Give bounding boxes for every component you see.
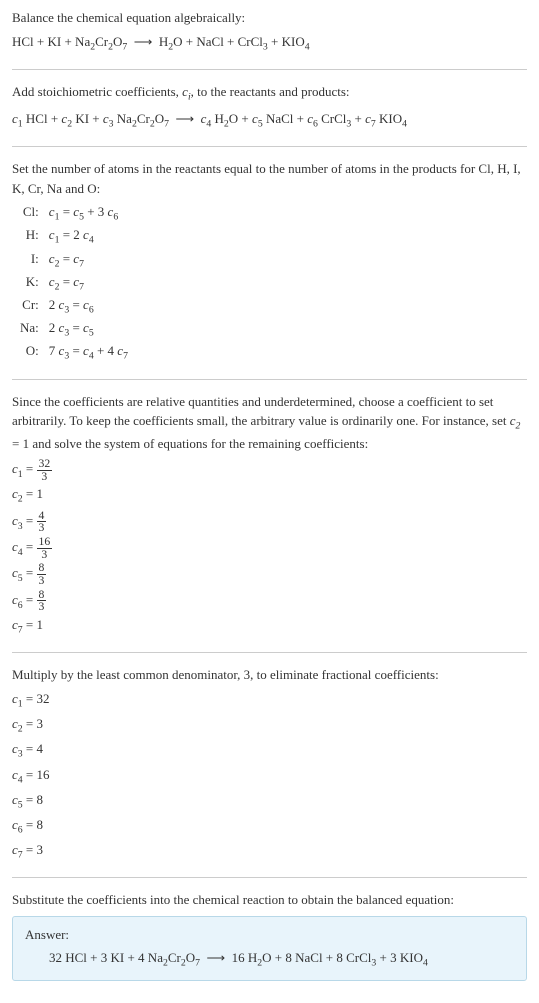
coeff-line: c6 = 83 <box>12 589 527 613</box>
choose-para-a: Since the coefficients are relative quan… <box>12 394 510 429</box>
stoich-text-b: , to the reactants and products: <box>191 84 350 99</box>
section-atoms: Set the number of atoms in the reactants… <box>12 159 527 365</box>
atoms-table: Cl:c1 = c5 + 3 c6H:c1 = 2 c4I:c2 = c7K:c… <box>20 202 128 365</box>
divider <box>12 652 527 653</box>
stoich-equation: c1 HCl + c2 KI + c3 Na2Cr2O7 ⟶ c4 H2O + … <box>12 109 527 132</box>
atoms-row-eqn: c2 = c7 <box>49 249 128 272</box>
coeff-line: c2 = 3 <box>12 714 527 737</box>
multiply-coeffs: c1 = 32c2 = 3c3 = 4 c4 = 16c5 = 8c6 = 8c7… <box>12 689 527 864</box>
choose-para: Since the coefficients are relative quan… <box>12 392 527 454</box>
coeff-line: c3 = 43 <box>12 510 527 534</box>
section-substitute: Substitute the coefficients into the che… <box>12 890 527 980</box>
multiply-para: Multiply by the least common denominator… <box>12 665 527 685</box>
coeff-line: c7 = 3 <box>12 840 527 863</box>
atoms-row-eqn: 2 c3 = c5 <box>49 318 128 341</box>
atoms-row-label: I: <box>20 249 49 272</box>
atoms-row: K:c2 = c7 <box>20 272 128 295</box>
coeff-line: c1 = 323 <box>12 458 527 482</box>
atoms-row-label: H: <box>20 225 49 248</box>
atoms-row: Cl:c1 = c5 + 3 c6 <box>20 202 128 225</box>
atoms-para: Set the number of atoms in the reactants… <box>12 159 527 198</box>
coeff-line: c5 = 8 <box>12 790 527 813</box>
divider <box>12 69 527 70</box>
coeff-line: c1 = 32 <box>12 689 527 712</box>
coeff-line: c7 = 1 <box>12 615 527 638</box>
atoms-row-eqn: c1 = c5 + 3 c6 <box>49 202 128 225</box>
coeff-line: c3 = 4 <box>12 739 527 762</box>
section-intro: Balance the chemical equation algebraica… <box>12 8 527 55</box>
stoich-ci: ci <box>182 84 191 99</box>
divider <box>12 379 527 380</box>
atoms-row-label: Na: <box>20 318 49 341</box>
substitute-para: Substitute the coefficients into the che… <box>12 890 527 910</box>
section-choose: Since the coefficients are relative quan… <box>12 392 527 639</box>
choose-coeffs: c1 = 323c2 = 1 c3 = 43c4 = 163c5 = 83 c6 =… <box>12 458 527 638</box>
section-stoich: Add stoichiometric coefficients, ci, to … <box>12 82 527 132</box>
atoms-row-eqn: c1 = 2 c4 <box>49 225 128 248</box>
atoms-row-label: Cr: <box>20 295 49 318</box>
divider <box>12 146 527 147</box>
section-multiply: Multiply by the least common denominator… <box>12 665 527 863</box>
atoms-row-label: K: <box>20 272 49 295</box>
atoms-row-label: Cl: <box>20 202 49 225</box>
answer-box: Answer: 32 HCl + 3 KI + 4 Na2Cr2O7 ⟶ 16 … <box>12 916 527 981</box>
answer-label: Answer: <box>25 925 514 945</box>
atoms-row: Cr:2 c3 = c6 <box>20 295 128 318</box>
atoms-row-label: O: <box>20 341 49 364</box>
atoms-row-eqn: c2 = c7 <box>49 272 128 295</box>
atoms-row-eqn: 2 c3 = c6 <box>49 295 128 318</box>
coeff-line: c2 = 1 <box>12 484 527 507</box>
stoich-text: Add stoichiometric coefficients, ci, to … <box>12 82 527 105</box>
coeff-line: c4 = 16 <box>12 765 527 788</box>
atoms-row: H:c1 = 2 c4 <box>20 225 128 248</box>
atoms-row-eqn: 7 c3 = c4 + 4 c7 <box>49 341 128 364</box>
divider <box>12 877 527 878</box>
choose-setvar: c2 <box>510 413 521 428</box>
atoms-row: Na:2 c3 = c5 <box>20 318 128 341</box>
choose-para-b: = 1 and solve the system of equations fo… <box>12 436 368 451</box>
atoms-row: I:c2 = c7 <box>20 249 128 272</box>
coeff-line: c5 = 83 <box>12 562 527 586</box>
intro-text: Balance the chemical equation algebraica… <box>12 8 527 28</box>
coeff-line: c6 = 8 <box>12 815 527 838</box>
stoich-text-a: Add stoichiometric coefficients, <box>12 84 182 99</box>
answer-equation: 32 HCl + 3 KI + 4 Na2Cr2O7 ⟶ 16 H2O + 8 … <box>25 948 514 971</box>
atoms-row: O:7 c3 = c4 + 4 c7 <box>20 341 128 364</box>
coeff-line: c4 = 163 <box>12 536 527 560</box>
intro-equation: HCl + KI + Na2Cr2O7 ⟶ H2O + NaCl + CrCl3… <box>12 32 527 55</box>
